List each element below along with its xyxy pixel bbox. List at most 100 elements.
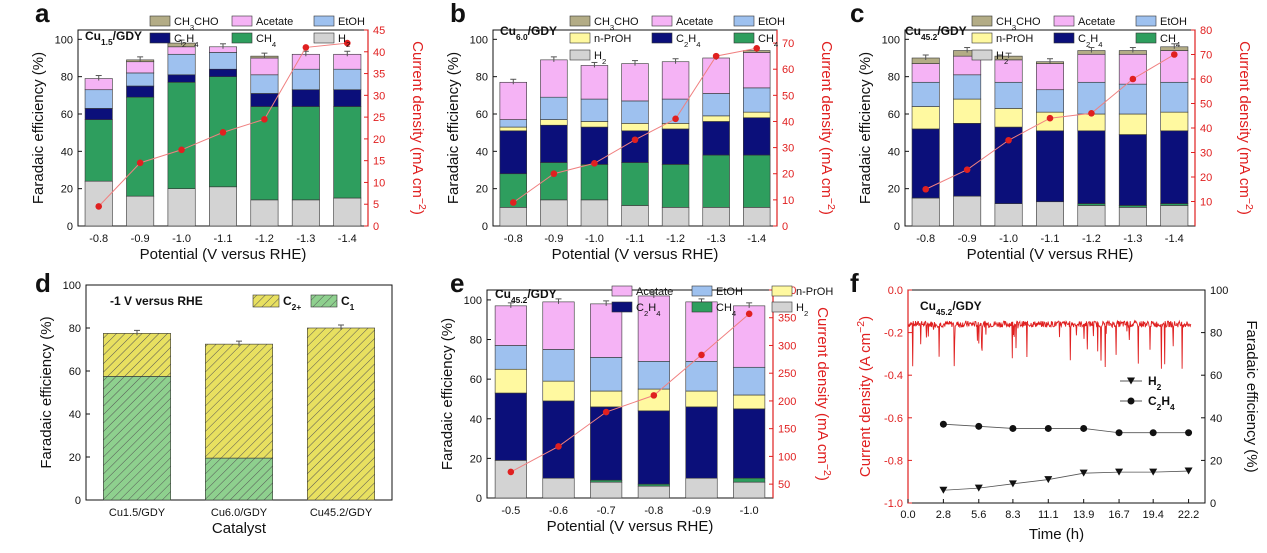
y-tick-label: 80 [470,335,482,347]
bar-C2H4-0 [499,130,527,175]
y-tick-label: 0 [482,221,488,233]
y-tick-label: -0.4 [884,370,903,382]
y2-axis-title: Current density (mA cm−2) [1236,41,1255,215]
legend-swatch-C2H4 [651,32,673,44]
bar-H2-5 [702,207,730,227]
bar-nPrOH-1 [542,380,575,402]
y-tick-label: 0 [67,221,73,233]
legend-label-CH3CHO: CH3CHO [594,16,639,32]
x-tick-label: -0.8 [89,233,108,245]
y-tick-label: 20 [888,184,900,196]
bar-EtOH-6 [743,87,771,113]
legend-swatch-H2 [569,49,591,61]
bar-Acetate-6 [743,52,771,89]
y2-tick-label: 25 [373,112,385,124]
bar-nPrOH-2 [580,121,609,128]
legend-label-CH4: CH4 [256,33,277,49]
current-density-line [510,313,750,473]
x-tick-label: -0.9 [544,233,563,245]
current-density-point-4 [698,351,705,359]
y2-tick-label: 20 [1210,455,1222,467]
legend-swatch-H2 [771,301,793,313]
fe-point-H2-4 [1079,469,1088,477]
bar-C2H4-4 [661,128,690,165]
bar-EtOH-2 [580,98,609,122]
bar-EtOH-1 [542,349,575,382]
legend-swatch-C2H4 [1053,32,1075,44]
panel-title: Cu45.2/GDY [905,24,967,42]
current-density-point-1 [550,170,558,178]
x-tick-label: 13.9 [1073,509,1094,521]
y-tick-label: 60 [888,109,900,121]
legend-label-C2H4: C2H4 [1078,33,1103,49]
bar-C2H4-0 [494,392,527,461]
x-tick-label: -1.3 [707,233,726,245]
x-tick-label: -1.4 [1165,233,1184,245]
bar-H2-1 [542,477,575,499]
bar-EtOH-0 [911,81,940,107]
bar-EtOH-1 [953,74,982,100]
fe-point-C2H4-3 [1044,424,1052,432]
x-tick-label: -1.4 [747,233,766,245]
bar-Acetate-2 [590,303,623,358]
y-tick-label: 100 [470,34,488,46]
panel-label-f: f [850,268,859,298]
fe-point-C2H4-7 [1185,429,1193,437]
legend-label-Acetate: Acetate [676,16,713,28]
bar-Acetate-1 [540,59,568,98]
bar-C2H4-4 [250,93,279,107]
legend-label-nPrOH: n-PrOH [594,33,631,45]
y-tick-label: 40 [476,146,488,158]
y2-tick-label: 20 [1200,172,1212,184]
panel-label-b: b [450,0,466,28]
bar-nPrOH-0 [911,106,940,130]
x-tick-label: -1.2 [1082,233,1101,245]
x-tick-label: 22.2 [1178,509,1199,521]
bar-nPrOH-5 [1118,113,1147,135]
bar-H2-4 [250,199,279,227]
x-tick-label: -0.8 [644,505,663,517]
legend-label-H2: H2 [996,50,1008,66]
fe-point-C2H4-2 [1009,424,1017,432]
y-tick-label: 80 [476,72,488,84]
x-axis-title: Potential (V versus RHE) [967,246,1134,263]
x-tick-label: -1.0 [999,233,1018,245]
legend-swatch-EtOH [1135,15,1157,27]
x-tick-label: -0.9 [958,233,977,245]
bar-H2-3 [637,485,670,499]
legend-label-EtOH: EtOH [338,16,365,28]
current-density-point-1 [963,166,971,173]
panel-title: Cu45.2/GDY [920,299,982,317]
bar-H2-1 [126,195,155,227]
current-density-point-2 [591,159,598,167]
legend-swatch-H2 [313,32,335,44]
x-tick-label: 2.8 [936,509,951,521]
y-tick-label: 40 [69,409,81,421]
fe-point-H2-1 [974,484,983,492]
legend-swatch-EtOH [733,15,755,27]
y2-tick-label: 10 [782,195,794,207]
bar-Acetate-4 [661,61,690,100]
legend-label-Acetate: Acetate [1078,16,1115,28]
y2-tick-label: 0 [782,221,788,233]
y2-tick-label: 150 [778,424,796,436]
legend-swatch-CH3CHO [569,15,591,27]
y-tick-label: -0.2 [884,328,903,340]
y-tick-label: 60 [476,109,488,121]
bar-C2H4-3 [637,410,670,485]
y2-tick-label: 0 [373,221,379,233]
bar-Acetate-5 [291,53,320,70]
bar-C2H4-3 [621,130,649,163]
bar-nPrOH-6 [1160,111,1189,132]
y-tick-label: 20 [69,452,81,464]
legend-swatch-C2H4 [611,301,633,313]
panel-c: c 0 20 40 60 80 100 -0.8 -0.9 -1.0 -1.1 -1.2 -1.3 -1.… [850,0,1255,263]
y-tick-label: 80 [69,323,81,335]
y2-axis-title: Current density (mA cm−2) [818,41,837,215]
fe-point-C2H4-6 [1149,429,1157,437]
bar-H2-1 [540,199,568,227]
y-tick-label: 40 [888,146,900,158]
y-axis-title: Current density (A cm−2) [855,316,874,477]
x-tick-label: -0.6 [549,505,568,517]
